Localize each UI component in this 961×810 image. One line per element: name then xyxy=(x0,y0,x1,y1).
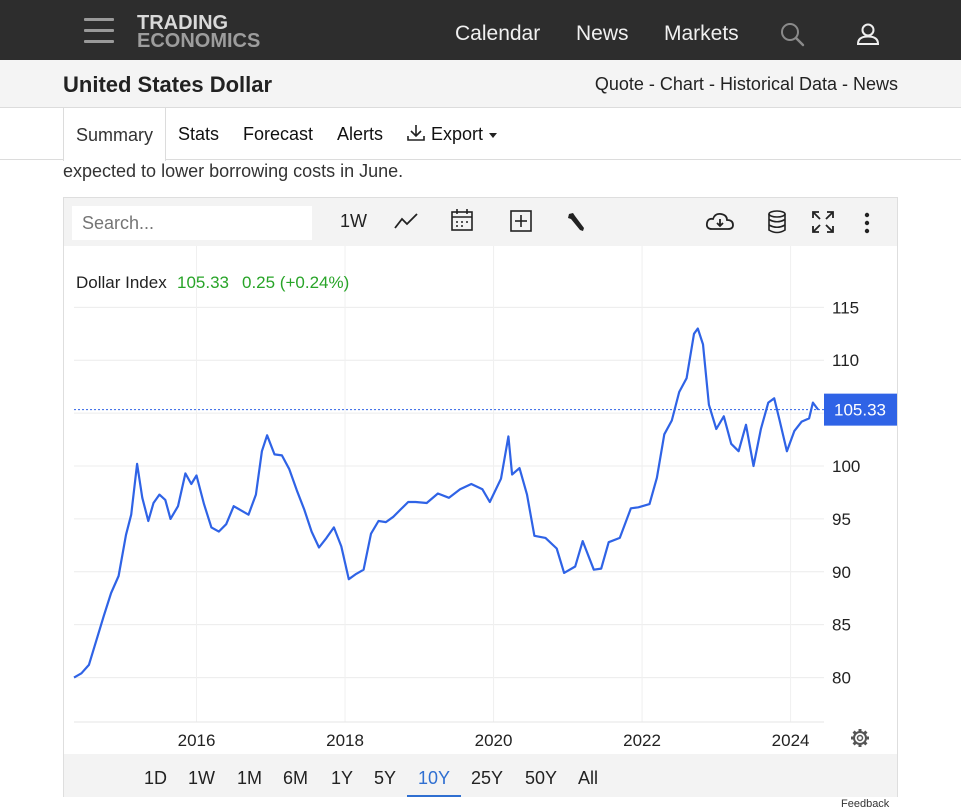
interval-button[interactable]: 1W xyxy=(340,211,367,231)
legend-series-name: Dollar Index xyxy=(76,273,167,292)
last-value-tag-text: 105.33 xyxy=(834,401,886,420)
y-tick-label: 115 xyxy=(832,298,859,317)
link-historical-data[interactable]: Historical Data xyxy=(719,74,837,94)
summary-lead-text: expected to lower borrowing costs in Jun… xyxy=(63,161,404,181)
link-separator: - xyxy=(841,74,848,94)
search-icon[interactable] xyxy=(780,22,806,48)
page-title: United States Dollar xyxy=(63,72,273,97)
chart-grid xyxy=(74,246,824,722)
range-50y[interactable]: 50Y xyxy=(525,768,558,788)
range-1d[interactable]: 1D xyxy=(144,768,168,788)
tab-export-label: Export xyxy=(431,124,484,144)
cloud-download-icon[interactable] xyxy=(705,210,735,234)
link-separator: - xyxy=(708,74,715,94)
link-news[interactable]: News xyxy=(852,74,898,94)
caret-down-icon xyxy=(489,133,498,138)
y-tick-label: 100 xyxy=(832,457,860,476)
last-value-tag: 105.33 xyxy=(824,393,897,426)
link-separator: - xyxy=(648,74,655,94)
y-tick-label: 95 xyxy=(832,510,851,529)
more-options-icon[interactable] xyxy=(864,212,870,234)
x-tick-label: 2024 xyxy=(772,731,810,750)
price-chart[interactable]: Dollar Index 105.33 0.25 (+0.24%) 105.33… xyxy=(64,246,897,754)
line-chart-icon[interactable] xyxy=(393,210,419,232)
range-1y[interactable]: 1Y xyxy=(331,768,354,788)
fullscreen-icon[interactable] xyxy=(811,210,835,234)
nav-markets[interactable]: Markets xyxy=(664,22,739,45)
chart-toolbar: 1W xyxy=(64,198,897,246)
range-10y[interactable]: 10Y xyxy=(407,768,462,797)
add-indicator-icon[interactable] xyxy=(509,209,533,233)
legend-change: 0.25 (+0.24%) xyxy=(242,273,349,292)
instrument-links: Quote - Chart - Historical Data - News xyxy=(595,74,898,95)
tab-summary[interactable]: Summary xyxy=(63,108,167,161)
y-tick-label: 90 xyxy=(832,563,851,582)
nav-calendar[interactable]: Calendar xyxy=(455,22,541,45)
range-5y[interactable]: 5Y xyxy=(374,768,397,788)
hamburger-menu-icon[interactable] xyxy=(84,18,114,44)
logo-line1: TRADING xyxy=(137,12,229,34)
link-chart[interactable]: Chart xyxy=(659,74,704,94)
range-selector: 1D 1W 1M 6M 1Y 5Y 10Y 25Y 50Y All xyxy=(64,754,897,797)
x-tick-label: 2020 xyxy=(475,731,513,750)
x-tick-label: 2016 xyxy=(178,731,216,750)
range-all[interactable]: All xyxy=(578,768,599,788)
chart-widget: 1W xyxy=(63,197,898,797)
tab-export[interactable]: Export xyxy=(406,124,498,145)
x-tick-label: 2022 xyxy=(623,731,661,750)
y-tick-label: 110 xyxy=(832,351,859,370)
y-axis-ticks: 80 85 90 95 100 110 115 xyxy=(832,298,860,687)
feedback-link[interactable]: Feedback xyxy=(841,798,890,810)
tab-bar: Summary Stats Forecast Alerts Export xyxy=(0,108,961,161)
range-1w[interactable]: 1W xyxy=(188,768,215,788)
tab-stats[interactable]: Stats xyxy=(178,124,220,144)
legend-last-value: 105.33 xyxy=(177,273,229,292)
y-tick-label: 85 xyxy=(832,616,851,635)
dollar-index-line xyxy=(73,327,819,679)
chart-search-input[interactable] xyxy=(72,206,312,240)
x-axis-ticks: 2016 2018 2020 2022 2024 xyxy=(178,731,810,750)
top-navbar: TRADING ECONOMICS Calendar News Markets xyxy=(0,0,961,60)
y-tick-label: 80 xyxy=(832,669,851,688)
instrument-header: United States Dollar Quote - Chart - Histori… xyxy=(0,60,961,108)
tab-alerts[interactable]: Alerts xyxy=(337,124,384,144)
range-1m[interactable]: 1M xyxy=(237,768,263,788)
download-icon xyxy=(407,125,425,141)
link-quote[interactable]: Quote xyxy=(594,74,644,94)
chart-settings-icon[interactable] xyxy=(851,729,869,747)
user-icon[interactable] xyxy=(855,22,881,48)
logo-line2: ECONOMICS xyxy=(137,30,261,52)
wrench-icon[interactable] xyxy=(565,210,589,234)
trading-economics-logo[interactable]: TRADING ECONOMICS xyxy=(137,12,261,52)
tab-forecast[interactable]: Forecast xyxy=(243,124,314,144)
calendar-icon[interactable] xyxy=(450,208,474,232)
range-6m[interactable]: 6M xyxy=(283,768,309,788)
database-icon[interactable] xyxy=(767,210,787,234)
range-25y[interactable]: 25Y xyxy=(471,768,504,788)
x-tick-label: 2018 xyxy=(326,731,364,750)
nav-news[interactable]: News xyxy=(576,22,629,45)
